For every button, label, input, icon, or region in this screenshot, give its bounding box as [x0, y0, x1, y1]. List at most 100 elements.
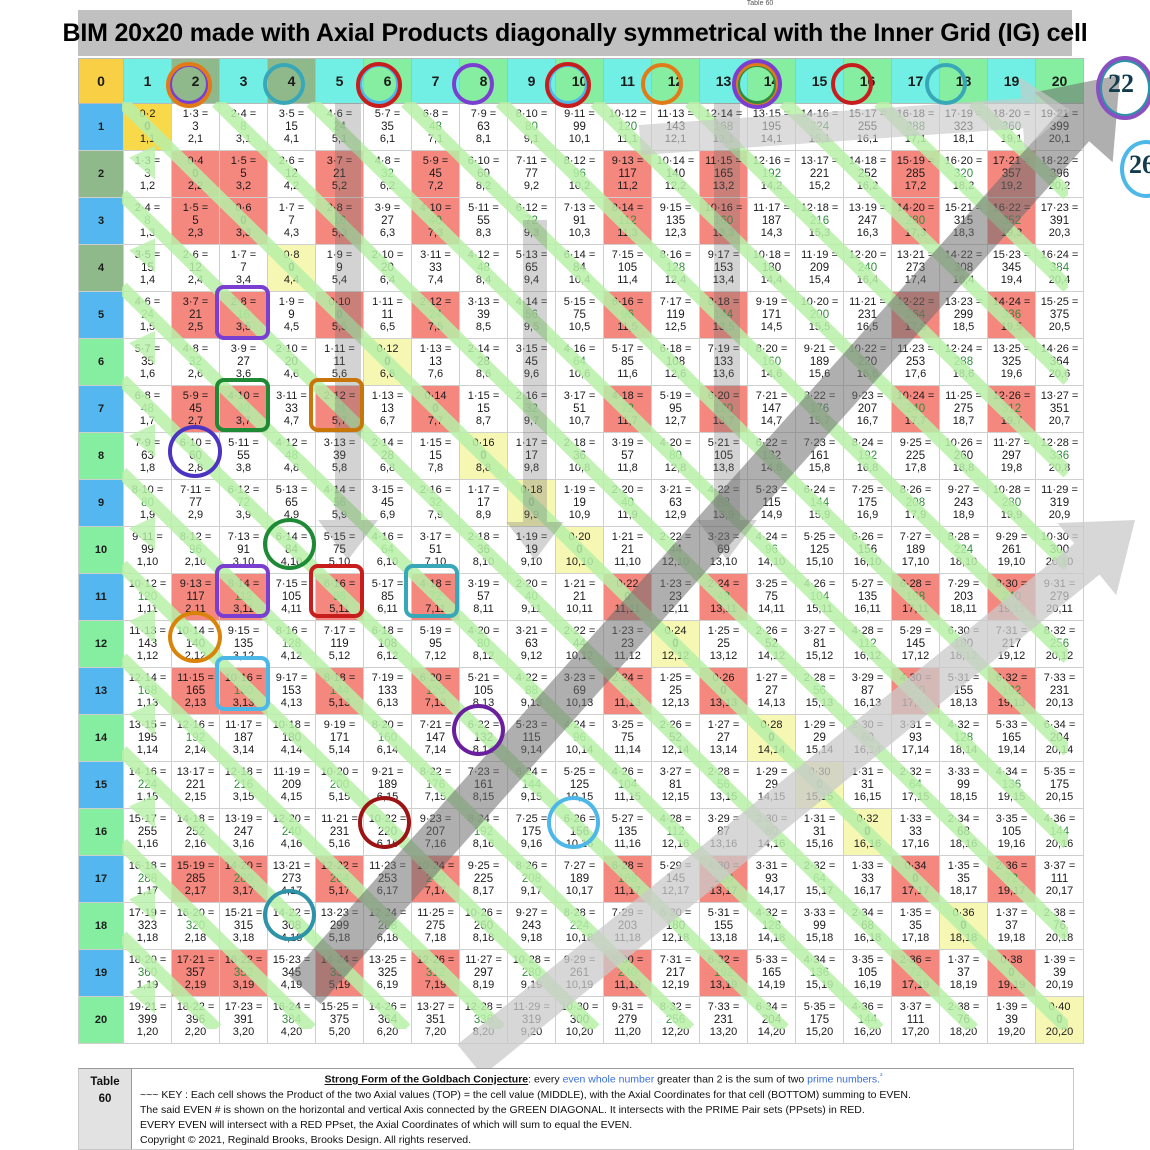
grid-cell[interactable]: 17·19 = 323 1,18: [123, 902, 172, 950]
grid-cell[interactable]: 6·12 = 72 3,9: [219, 479, 268, 527]
grid-cell[interactable]: 4·32 = 128 18,14: [939, 714, 988, 762]
grid-cell[interactable]: 3·7 = 21 5,2: [315, 150, 364, 198]
grid-cell[interactable]: 8·14 = 112 3,11: [219, 573, 268, 621]
row-header-10[interactable]: 10: [78, 526, 124, 574]
grid-cell[interactable]: 4·36 = 144 16,20: [843, 996, 892, 1044]
grid-cell[interactable]: 14·22 = 308 4,18: [267, 902, 316, 950]
grid-cell[interactable]: 1·37 = 37 19,18: [987, 902, 1036, 950]
grid-cell[interactable]: 8·18 = 144 13,5: [699, 291, 748, 339]
grid-cell[interactable]: 9·17 = 153 4,13: [267, 667, 316, 715]
grid-cell[interactable]: 4·12 = 48 8,4: [459, 244, 508, 292]
grid-cell[interactable]: 3·25 = 75 11,14: [603, 714, 652, 762]
grid-cell[interactable]: 2·12 = 24 5,7: [315, 385, 364, 433]
grid-cell[interactable]: 19·21 = 399 20,1: [1035, 103, 1084, 151]
grid-cell[interactable]: 4·30 = 120 13,17: [699, 855, 748, 903]
grid-cell[interactable]: 3·25 = 75 14,11: [747, 573, 796, 621]
grid-cell[interactable]: 1·7 = 7 3,4: [219, 244, 268, 292]
grid-cell[interactable]: 10·12 = 120 11,1: [603, 103, 652, 151]
grid-cell[interactable]: 8·14 = 112 11,3: [603, 197, 652, 245]
grid-cell[interactable]: 1·19 = 19 9,10: [507, 526, 556, 574]
grid-cell[interactable]: 1·29 = 29 14,15: [747, 761, 796, 809]
grid-cell[interactable]: 13·21 = 273 4,17: [267, 855, 316, 903]
grid-cell[interactable]: 15·21 = 315 18,3: [939, 197, 988, 245]
grid-cell[interactable]: 3·5 = 15 4,1: [267, 103, 316, 151]
row-header-19[interactable]: 19: [78, 949, 124, 997]
grid-cell[interactable]: 4·24 = 96 10,14: [555, 714, 604, 762]
grid-cell[interactable]: 11·21 = 231 5,16: [315, 808, 364, 856]
grid-cell[interactable]: 9·31 = 279 11,20: [603, 996, 652, 1044]
row-header-15[interactable]: 15: [78, 761, 124, 809]
grid-cell[interactable]: 5·17 = 85 11,6: [603, 338, 652, 386]
grid-cell[interactable]: 11·19 = 209 4,15: [267, 761, 316, 809]
grid-cell[interactable]: 5·21 = 105 8,13: [459, 667, 508, 715]
grid-cell[interactable]: 3·31 = 93 14,17: [747, 855, 796, 903]
grid-cell[interactable]: 8·20 = 160 6,14: [363, 714, 412, 762]
grid-cell[interactable]: 9·19 = 171 5,14: [315, 714, 364, 762]
grid-cell[interactable]: 11·27 = 297 19,8: [987, 432, 1036, 480]
grid-cell[interactable]: 5·9 = 45 7,2: [411, 150, 460, 198]
grid-cell[interactable]: 19·21 = 399 1,20: [123, 996, 172, 1044]
grid-cell[interactable]: 5·13 = 65 9,4: [507, 244, 556, 292]
grid-cell[interactable]: 10·30 = 300 20,10: [1035, 526, 1084, 574]
column-header-5[interactable]: 5: [315, 58, 364, 104]
grid-cell[interactable]: 0·26 0 13,13: [699, 667, 748, 715]
grid-cell[interactable]: 10·28 = 280 9,19: [507, 949, 556, 997]
grid-cell[interactable]: 2·24 = 48 11,13: [603, 667, 652, 715]
grid-cell[interactable]: 8·30 = 240 19,11: [987, 573, 1036, 621]
column-header-13[interactable]: 13: [699, 58, 748, 104]
grid-cell[interactable]: 4·18 = 72 11,7: [603, 385, 652, 433]
grid-cell[interactable]: 15·25 = 375 20,5: [1035, 291, 1084, 339]
grid-cell[interactable]: 5·15 = 75 5,10: [315, 526, 364, 574]
grid-cell[interactable]: 7·15 = 105 4,11: [267, 573, 316, 621]
grid-cell[interactable]: 14·18 = 252 2,16: [171, 808, 220, 856]
grid-cell[interactable]: 6·10 = 60 8,2: [459, 150, 508, 198]
grid-cell[interactable]: 9·23 = 207 16,7: [843, 385, 892, 433]
grid-cell[interactable]: 10·22 = 220 6,16: [363, 808, 412, 856]
grid-cell[interactable]: 8·22 = 176 15,7: [795, 385, 844, 433]
grid-cell[interactable]: 12·14 = 168 13,1: [699, 103, 748, 151]
grid-cell[interactable]: 14·16 = 224 15,1: [795, 103, 844, 151]
grid-cell[interactable]: 8·30 = 240 11,19: [603, 949, 652, 997]
grid-cell[interactable]: 3·9 = 27 6,3: [363, 197, 412, 245]
grid-cell[interactable]: 14·20 = 280 17,3: [891, 197, 940, 245]
grid-cell[interactable]: 15·17 = 255 1,16: [123, 808, 172, 856]
grid-cell[interactable]: 5·23 = 115 9,14: [507, 714, 556, 762]
grid-cell[interactable]: 6·12 = 72 9,3: [507, 197, 556, 245]
grid-cell[interactable]: 5·35 = 175 15,20: [795, 996, 844, 1044]
grid-cell[interactable]: 7·17 = 119 12,5: [651, 291, 700, 339]
grid-cell[interactable]: 5·31 = 155 18,13: [939, 667, 988, 715]
grid-cell[interactable]: 17·23 = 391 3,20: [219, 996, 268, 1044]
grid-cell[interactable]: 11·25 = 275 18,7: [939, 385, 988, 433]
grid-cell[interactable]: 7·21 = 147 7,14: [411, 714, 460, 762]
grid-cell[interactable]: 7·31 = 217 19,12: [987, 620, 1036, 668]
grid-cell[interactable]: 5·11 = 55 8,3: [459, 197, 508, 245]
grid-cell[interactable]: 16·18 = 288 1,17: [123, 855, 172, 903]
grid-cell[interactable]: 17·21 = 357 2,19: [171, 949, 220, 997]
grid-cell[interactable]: 14·16 = 224 1,15: [123, 761, 172, 809]
grid-cell[interactable]: 0·6 0 3,3: [219, 197, 268, 245]
grid-cell[interactable]: 7·25 = 175 9,16: [507, 808, 556, 856]
grid-cell[interactable]: 9·25 = 225 8,17: [459, 855, 508, 903]
grid-cell[interactable]: 16·22 = 352 19,3: [987, 197, 1036, 245]
column-header-10[interactable]: 10: [555, 58, 604, 104]
grid-cell[interactable]: 5·7 = 35 6,1: [363, 103, 412, 151]
row-header-1[interactable]: 1: [78, 103, 124, 151]
grid-cell[interactable]: 0·18 0 9,9: [507, 479, 556, 527]
grid-cell[interactable]: 12·22 = 264 5,17: [315, 855, 364, 903]
grid-cell[interactable]: 9·25 = 225 17,8: [891, 432, 940, 480]
grid-cell[interactable]: 4·34 = 136 15,19: [795, 949, 844, 997]
grid-cell[interactable]: 1·15 = 15 7,8: [411, 432, 460, 480]
grid-cell[interactable]: 6·28 = 168 11,17: [603, 855, 652, 903]
grid-cell[interactable]: 1·25 = 25 13,12: [699, 620, 748, 668]
grid-cell[interactable]: 1·11 = 11 6,5: [363, 291, 412, 339]
grid-cell[interactable]: 1·33 = 33 16,17: [843, 855, 892, 903]
grid-cell[interactable]: 9·17 = 153 13,4: [699, 244, 748, 292]
grid-cell[interactable]: 2·22 = 44 10,12: [555, 620, 604, 668]
grid-cell[interactable]: 2·12 = 24 7,5: [411, 291, 460, 339]
grid-cell[interactable]: 2·8 = 16 3,5: [219, 291, 268, 339]
grid-cell[interactable]: 4·16 = 64 10,6: [555, 338, 604, 386]
grid-cell[interactable]: 14·18 = 252 16,2: [843, 150, 892, 198]
grid-cell[interactable]: 3·23 = 69 10,13: [555, 667, 604, 715]
grid-cell[interactable]: 7·17 = 119 5,12: [315, 620, 364, 668]
grid-cell[interactable]: 15·25 = 375 5,20: [315, 996, 364, 1044]
